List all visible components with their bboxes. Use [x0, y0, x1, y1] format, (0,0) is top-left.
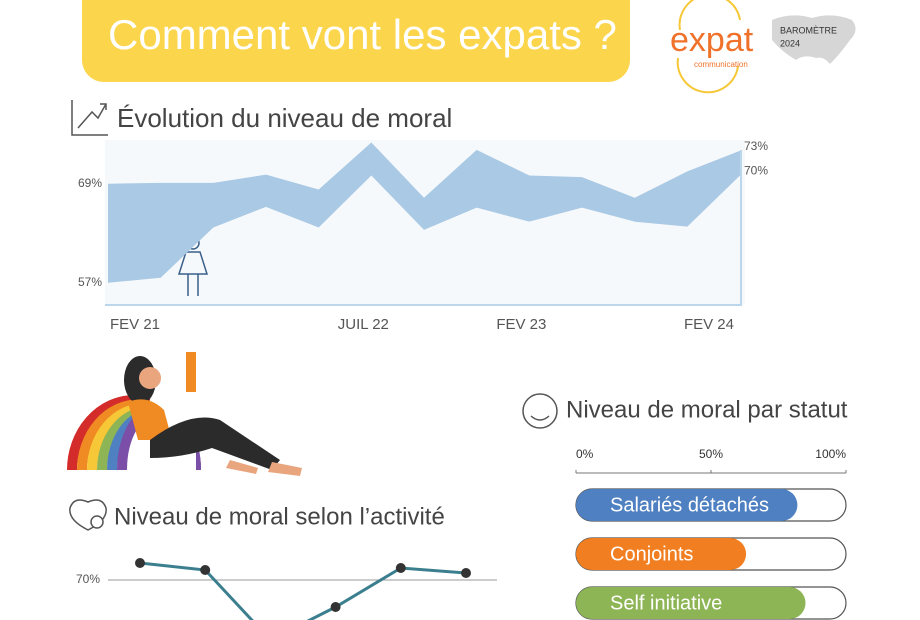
bar-label: Self initiative — [610, 592, 722, 614]
x-tick-label: FEV 23 — [496, 316, 546, 333]
illustration — [67, 350, 302, 476]
bar — [576, 489, 798, 521]
band-area — [108, 142, 740, 283]
x-tick-label: 50% — [699, 447, 723, 461]
heart-icon — [69, 499, 107, 531]
logo-arc — [678, 0, 741, 31]
smiley-icon — [522, 393, 558, 429]
point — [461, 568, 471, 578]
logo-arc — [676, 57, 739, 94]
bar-label: Salariés détachés — [610, 494, 769, 516]
x-tick-label: 100% — [815, 447, 846, 461]
x-tick-label: FEV 21 — [110, 316, 160, 333]
point — [200, 565, 211, 575]
section-title: Évolution du niveau de moral — [117, 103, 452, 133]
value-label: 69% — [78, 176, 102, 190]
badge: BAROMÈTRE — [780, 25, 837, 35]
bar — [576, 538, 747, 570]
trend-icon — [71, 100, 108, 136]
x-tick-label: 0% — [576, 447, 594, 461]
smiley-icon — [530, 415, 550, 421]
banner — [82, 0, 630, 82]
page-title: Comment vont les expats ? — [108, 11, 617, 58]
value-label: 57% — [78, 275, 102, 289]
logo-sub: communication — [694, 60, 748, 69]
x-tick-label: FEV 24 — [684, 316, 734, 333]
y-tick-label: 70% — [76, 572, 100, 586]
badge: 2024 — [780, 38, 800, 48]
value-label: 73% — [744, 139, 768, 153]
section-title: Niveau de moral selon l’activité — [114, 503, 445, 530]
heart-icon — [90, 515, 104, 529]
section-title: Niveau de moral par statut — [566, 396, 848, 423]
point — [135, 558, 145, 568]
plot-frame — [105, 150, 742, 306]
logo: expat — [670, 21, 754, 59]
point — [330, 602, 341, 612]
line — [139, 561, 467, 620]
point — [395, 563, 406, 573]
world-map — [772, 15, 856, 64]
value-label: 70% — [744, 164, 768, 178]
x-tick-label: JUIL 22 — [338, 316, 389, 333]
bar — [576, 587, 806, 619]
bar-label: Conjoints — [610, 543, 693, 565]
